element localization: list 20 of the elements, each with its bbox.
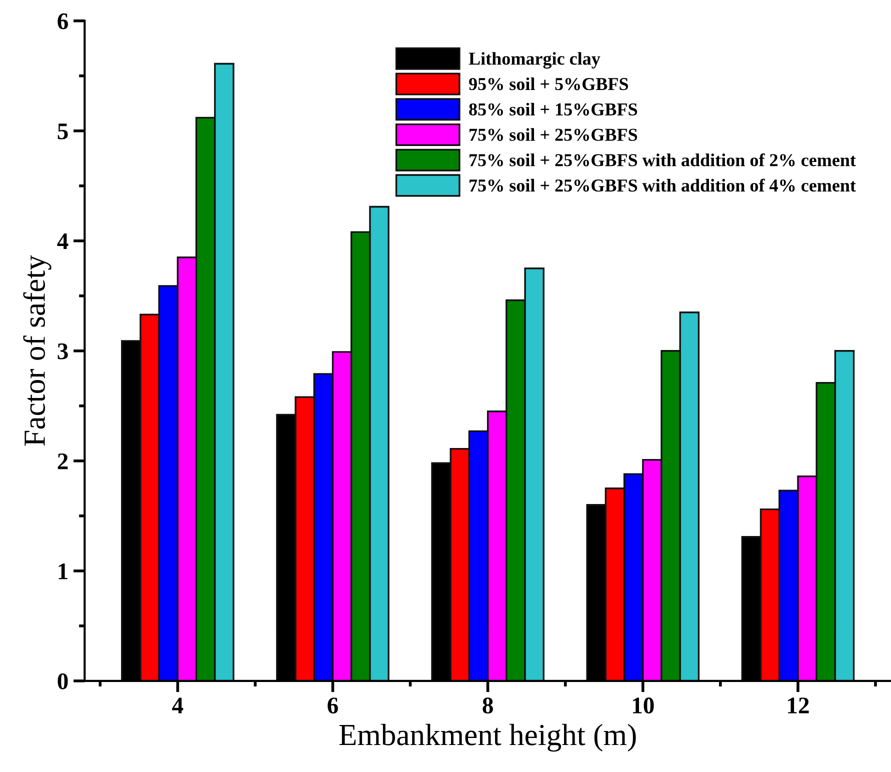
legend-label: 75% soil + 25%GBFS <box>470 128 638 141</box>
legend-label: 85% soil + 15%GBFS <box>469 102 638 116</box>
y-tick-label: 2 <box>58 453 68 470</box>
y-tick-label: 0 <box>58 673 68 690</box>
y-tick-label: 5 <box>58 124 68 140</box>
legend-label: Lithomargic clay <box>468 52 600 69</box>
y-axis-title: Factor of safety <box>23 255 52 446</box>
y-tick-label: 3 <box>58 343 68 360</box>
legend-label: 75% soil + 25%GBFS with addition of 2% cement <box>470 153 856 166</box>
legend-label: 75% soil + 25%GBFS with addition of 4% cement <box>470 178 856 192</box>
x-tick-label: 6 <box>328 698 338 714</box>
x-tick-label: 10 <box>632 698 654 714</box>
legend-label: 95% soil + 5%GBFS <box>469 77 628 90</box>
y-tick-label: 6 <box>58 13 68 30</box>
x-tick-label: 8 <box>482 698 493 714</box>
y-tick-label: 1 <box>58 564 68 580</box>
y-tick-label: 4 <box>57 234 68 250</box>
x-tick-label: 4 <box>172 698 184 714</box>
x-axis-title: Embankment height (m) <box>339 724 636 752</box>
x-tick-label: 12 <box>788 698 809 714</box>
